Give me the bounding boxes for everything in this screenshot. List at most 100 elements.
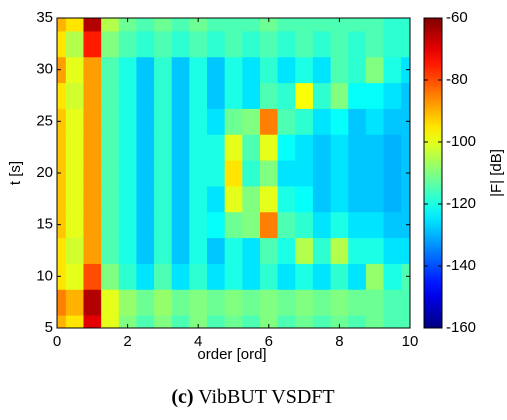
heatmap-cell (65, 30, 84, 58)
heatmap-cell (401, 211, 410, 239)
heatmap-cell (118, 315, 137, 328)
heatmap-cell (118, 18, 137, 32)
heatmap-cell (401, 56, 410, 84)
y-tick-label: 35 (36, 9, 53, 26)
y-axis-label: t [s] (7, 161, 24, 185)
heatmap-cell (118, 160, 137, 187)
heatmap-cell (312, 134, 332, 161)
heatmap-cell (171, 18, 190, 32)
heatmap-cell (365, 18, 385, 32)
heatmap-cell (101, 134, 120, 161)
heatmap-cell (83, 108, 102, 135)
heatmap-cell (136, 160, 155, 187)
heatmap-cell (207, 237, 226, 264)
heatmap-cell (312, 56, 332, 84)
heatmap-cell (101, 108, 120, 135)
heatmap-cell (330, 108, 349, 135)
heatmap-cell (312, 263, 332, 290)
heatmap-cell (83, 82, 102, 109)
heatmap-cell (136, 289, 155, 316)
heatmap-cell (224, 18, 243, 32)
heatmap-cell (189, 18, 208, 32)
colorbar (423, 17, 443, 329)
heatmap-cell (401, 108, 410, 135)
heatmap-cell (330, 30, 349, 58)
heatmap-cell (101, 315, 120, 328)
heatmap-cell (154, 263, 173, 290)
heatmap-cell (65, 108, 84, 135)
heatmap-cell (295, 82, 314, 109)
heatmap-cell (224, 237, 243, 264)
heatmap-cell (57, 185, 67, 213)
heatmap-cell (259, 30, 279, 58)
heatmap-cell (365, 56, 385, 84)
heatmap-cell (154, 108, 173, 135)
heatmap-cell (207, 160, 226, 187)
heatmap-cell (242, 18, 261, 32)
heatmap-cell (383, 30, 402, 58)
heatmap-cell (277, 237, 296, 264)
heatmap-cell (65, 237, 84, 264)
heatmap-cell (295, 263, 314, 290)
heatmap-cell (207, 82, 226, 109)
heatmap-cell (348, 134, 367, 161)
heatmap-cell (136, 211, 155, 239)
heatmap-cell (154, 237, 173, 264)
heatmap-cell (83, 237, 102, 264)
heatmap-cell (57, 18, 67, 32)
heatmap-cell (171, 237, 190, 264)
x-tick-label: 10 (402, 333, 419, 350)
heatmap-cell (207, 108, 226, 135)
heatmap-cell (83, 160, 102, 187)
heatmap-cell (189, 289, 208, 316)
heatmap-cell (101, 263, 120, 290)
heatmap-cell (277, 289, 296, 316)
heatmap-cell (383, 263, 402, 290)
heatmap-cell (365, 82, 385, 109)
caption: (c) VibBUT VSDFT (171, 386, 334, 408)
heatmap-cell (295, 56, 314, 84)
heatmap-cell (330, 315, 349, 328)
heatmap-cell (330, 82, 349, 109)
heatmap-cell (312, 82, 332, 109)
heatmap-cell (136, 237, 155, 264)
heatmap-cell (65, 289, 84, 316)
heatmap-cell (224, 211, 243, 239)
heatmap-cell (242, 160, 261, 187)
heatmap-cell (118, 56, 137, 84)
heatmap-cell (365, 160, 385, 187)
colorbar-label: |F| [dB] (488, 149, 505, 197)
heatmap-cell (259, 185, 279, 213)
heatmap-cell (348, 82, 367, 109)
heatmap-cell (365, 30, 385, 58)
heatmap-cell (348, 237, 367, 264)
heatmap-cell (401, 263, 410, 290)
heatmap-cell (189, 30, 208, 58)
heatmap-cell (277, 30, 296, 58)
heatmap-cell (330, 18, 349, 32)
heatmap-cell (57, 82, 67, 109)
heatmap-cell (83, 211, 102, 239)
heatmap-cell (171, 263, 190, 290)
heatmap-cell (171, 211, 190, 239)
y-tick-label: 10 (36, 267, 53, 284)
y-tick-label: 30 (36, 61, 53, 78)
heatmap-cell (189, 82, 208, 109)
heatmap-cell (295, 315, 314, 328)
heatmap-cell (118, 237, 137, 264)
heatmap-cell (118, 289, 137, 316)
heatmap-cell (189, 211, 208, 239)
heatmap-cell (224, 289, 243, 316)
heatmap-cell (101, 18, 120, 32)
heatmap-cell (57, 30, 67, 58)
heatmap-cell (65, 263, 84, 290)
heatmap-cell (383, 82, 402, 109)
heatmap-cell (348, 211, 367, 239)
heatmap-cell (295, 30, 314, 58)
heatmap-cell (83, 30, 102, 58)
heatmap-cell (259, 160, 279, 187)
x-tick-label: 6 (265, 333, 273, 350)
heatmap-cell (401, 82, 410, 109)
heatmap-cell (242, 56, 261, 84)
heatmap-cell (136, 30, 155, 58)
